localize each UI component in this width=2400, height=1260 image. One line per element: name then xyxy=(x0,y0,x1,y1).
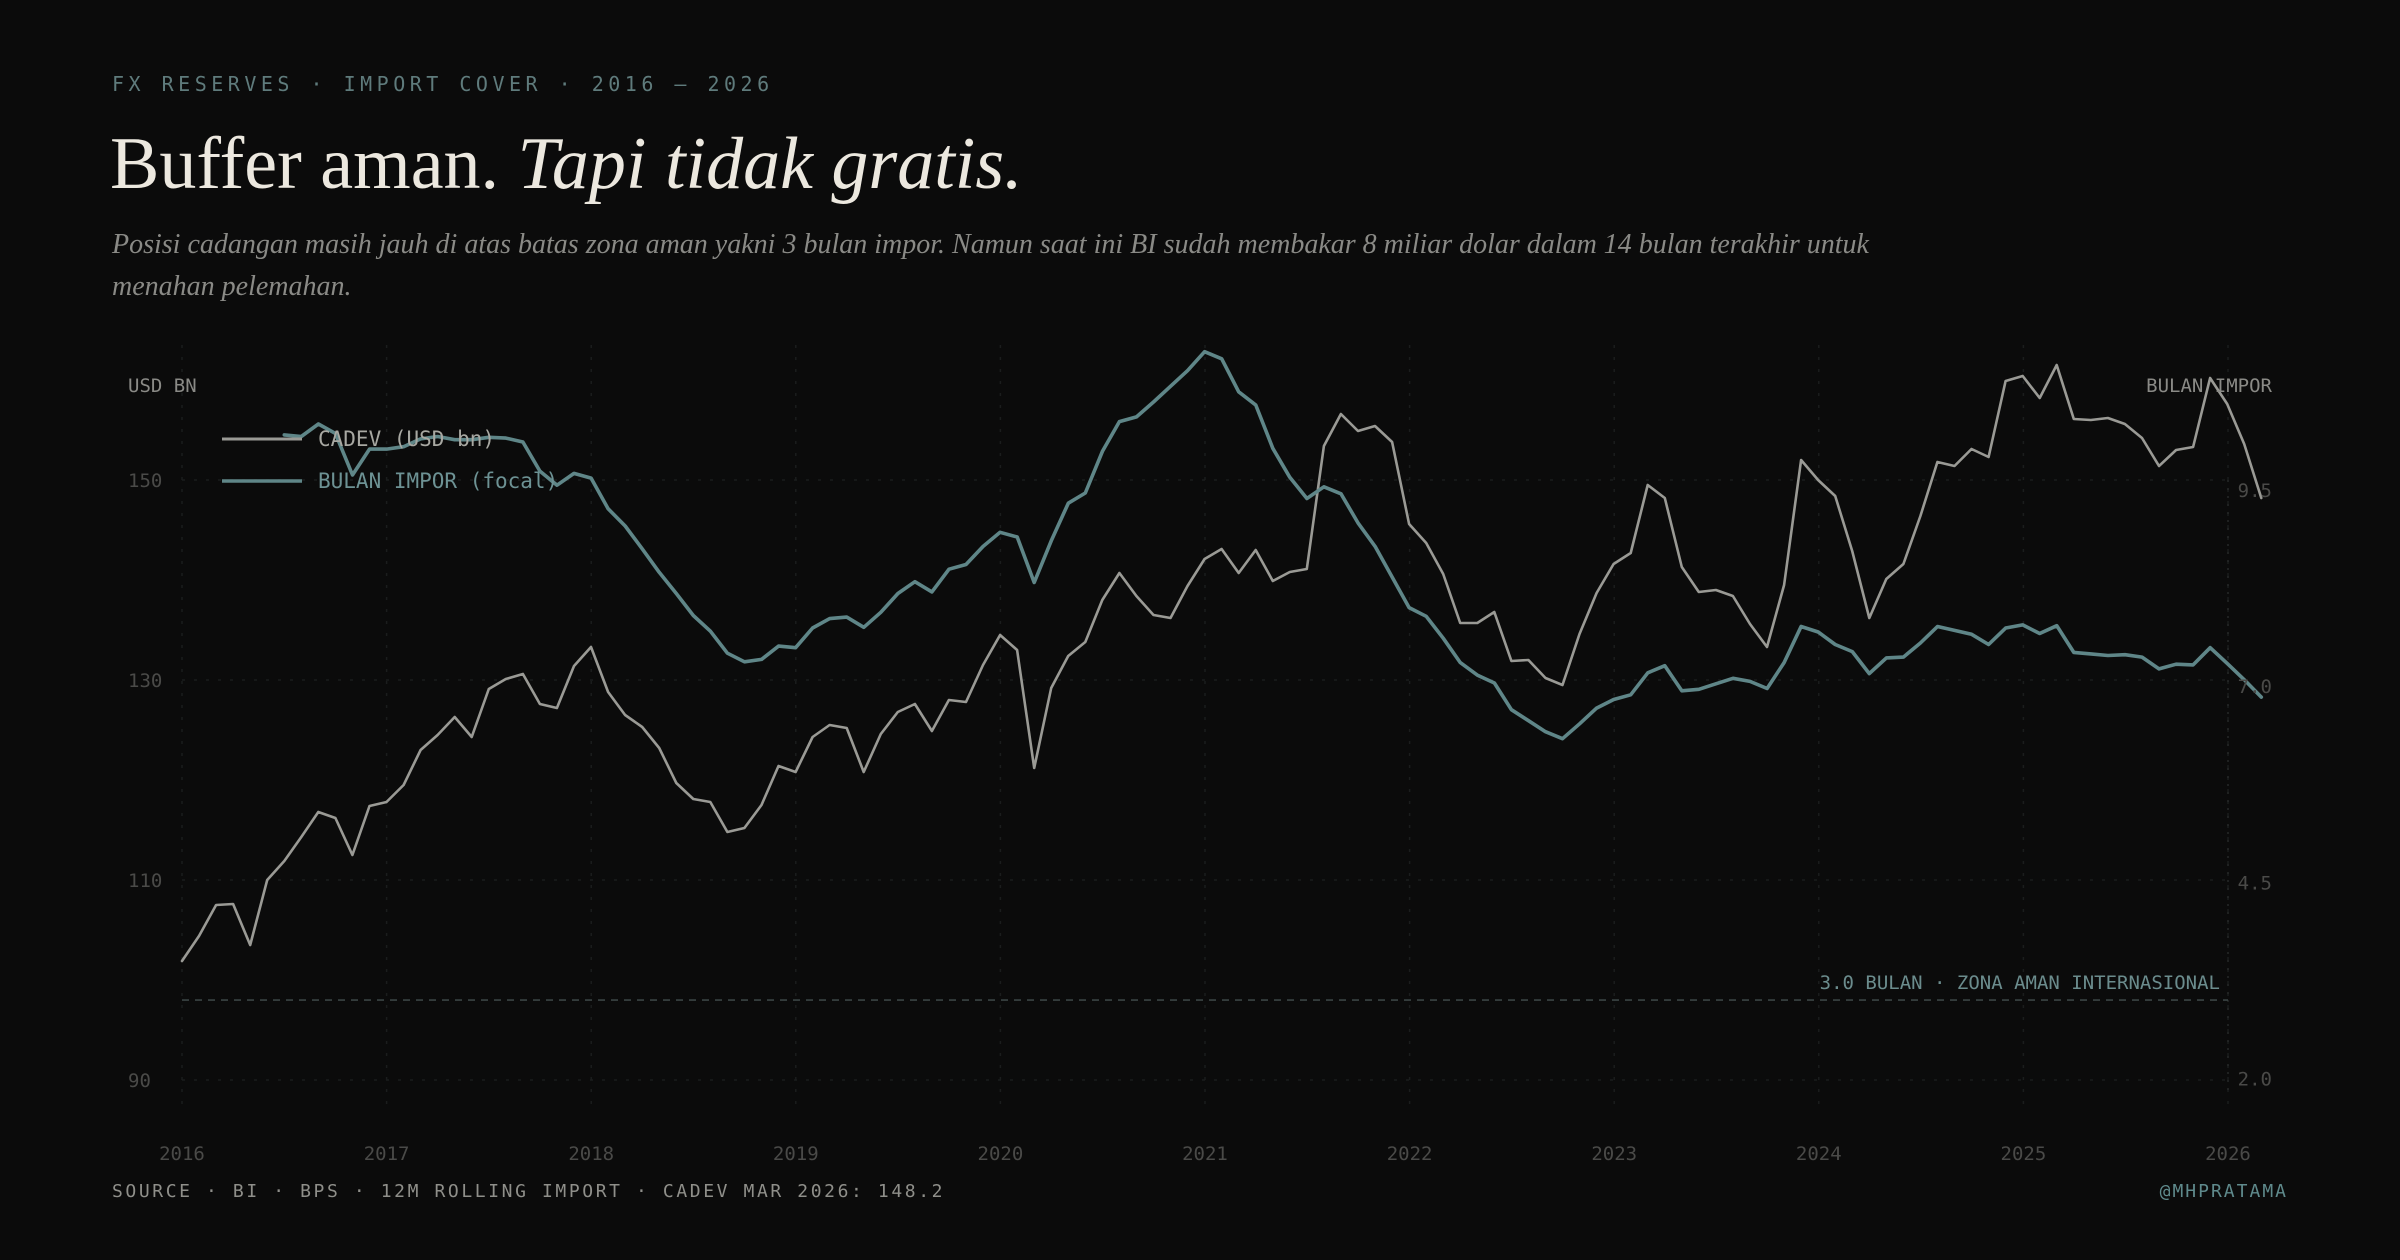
right-tick-label: 9.5 xyxy=(2238,480,2272,502)
right-tick-label: 7.0 xyxy=(2238,676,2272,698)
left-axis-title: USD BN xyxy=(128,375,197,397)
author-credit: @MHPRATAMA xyxy=(2159,1181,2288,1202)
legend-label-cadev: CADEV (USD bn) xyxy=(318,427,495,451)
x-tick-label: 2023 xyxy=(1591,1143,1637,1165)
source-note: SOURCE · BI · BPS · 12M ROLLING IMPORT ·… xyxy=(112,1181,946,1202)
left-tick-label: 150 xyxy=(128,470,162,492)
cadev-points xyxy=(181,364,2263,962)
legend-label-import: BULAN IMPOR (focal) xyxy=(318,469,558,493)
x-tick-label: 2025 xyxy=(2001,1143,2047,1165)
chart-subtitle: Posisi cadangan masih jauh di atas batas… xyxy=(112,229,1869,302)
left-tick-label: 130 xyxy=(128,670,162,692)
x-tick-label: 2026 xyxy=(2205,1143,2251,1165)
x-tick-label: 2022 xyxy=(1387,1143,1433,1165)
import-cover-line xyxy=(282,349,2264,741)
x-tick-label: 2018 xyxy=(568,1143,614,1165)
left-tick-label: 90 xyxy=(128,1070,151,1092)
threshold-zone: 3.0 BULAN · ZONA AMAN INTERNASIONAL xyxy=(182,972,2228,1001)
grid xyxy=(181,345,2229,1110)
chart-kicker: FX RESERVES · IMPORT COVER · 2016 — 2026 xyxy=(112,72,774,96)
right-tick-label: 4.5 xyxy=(2238,872,2272,894)
left-tick-label: 110 xyxy=(128,870,162,892)
legend: CADEV (USD bn) BULAN IMPOR (focal) xyxy=(222,427,558,493)
right-tick-label: 2.0 xyxy=(2238,1069,2272,1091)
x-tick-label: 2016 xyxy=(159,1143,205,1165)
threshold-label: 3.0 BULAN · ZONA AMAN INTERNASIONAL xyxy=(1820,972,2220,994)
x-tick-label: 2017 xyxy=(364,1143,410,1165)
x-tick-label: 2021 xyxy=(1182,1143,1228,1165)
chart-title: Buffer aman. Tapi tidak gratis. xyxy=(110,122,1023,207)
x-tick-label: 2020 xyxy=(978,1143,1024,1165)
x-tick-label: 2019 xyxy=(773,1143,819,1165)
cadev-line xyxy=(180,363,2263,963)
series-layer xyxy=(180,349,2264,963)
title-plain: Buffer aman. xyxy=(110,123,518,205)
right-axis-title: BULAN IMPOR xyxy=(2146,375,2272,397)
import-cover-points xyxy=(283,351,2262,740)
title-italic: Tapi tidak gratis. xyxy=(517,123,1023,205)
x-tick-label: 2024 xyxy=(1796,1143,1842,1165)
axes: USD BN BULAN IMPOR 2016 2017 2018 2019 2020 202… xyxy=(128,375,2273,1165)
